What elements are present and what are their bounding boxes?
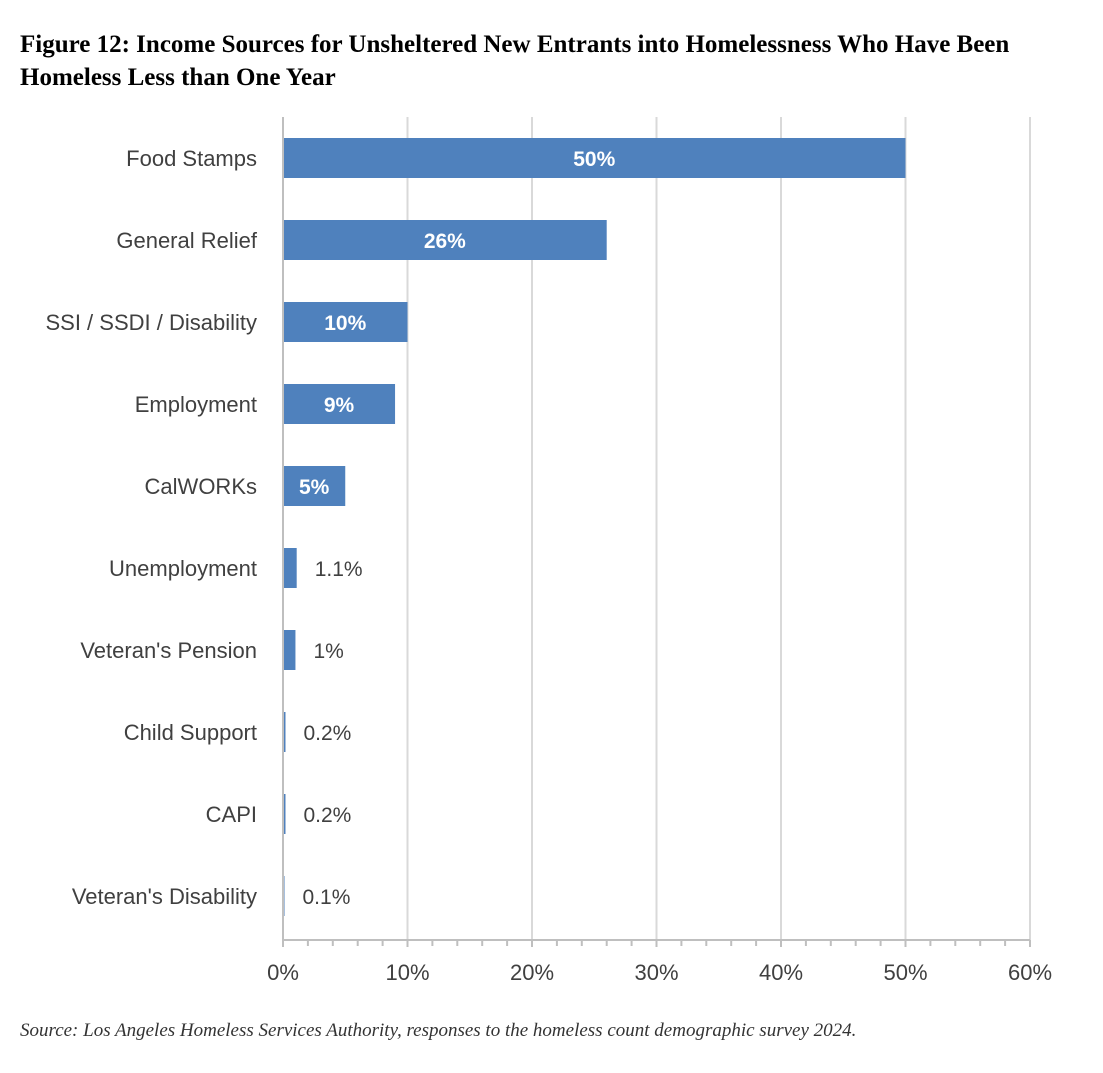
data-label: 10% — [324, 312, 366, 335]
x-tick-label: 20% — [510, 960, 554, 985]
data-label: 1% — [313, 640, 343, 663]
category-label: Unemployment — [109, 556, 257, 581]
x-tick-label: 60% — [1008, 960, 1052, 985]
bar — [283, 712, 286, 752]
x-tick-label: 10% — [385, 960, 429, 985]
x-tick-label: 30% — [634, 960, 678, 985]
x-tick-label: 40% — [759, 960, 803, 985]
category-label: CalWORKs — [145, 474, 257, 499]
data-label: 9% — [324, 394, 355, 417]
category-label: Employment — [135, 392, 257, 417]
bar — [283, 384, 396, 424]
data-label: 50% — [573, 148, 615, 171]
category-label: Veteran's Disability — [72, 884, 257, 909]
category-label: Veteran's Pension — [80, 638, 257, 663]
category-label: Child Support — [124, 720, 257, 745]
figure-title: Figure 12: Income Sources for Unsheltere… — [20, 31, 1010, 91]
category-label: CAPI — [206, 802, 257, 827]
data-label: 0.2% — [303, 804, 351, 827]
x-tick-label: 50% — [883, 960, 927, 985]
category-label: SSI / SSDI / Disability — [45, 310, 257, 335]
bar — [283, 630, 296, 670]
bar — [283, 302, 408, 342]
data-label: 26% — [424, 230, 466, 253]
bar — [283, 466, 346, 506]
source-note: Source: Los Angeles Homeless Services Au… — [20, 1020, 857, 1041]
bar — [283, 220, 607, 260]
x-axis: 0% 10% 20% 30% 40% 50% 60% — [267, 117, 1052, 985]
data-label: 0.1% — [303, 886, 351, 909]
data-label: 1.1% — [315, 558, 363, 581]
bar — [283, 794, 286, 834]
data-label: 0.2% — [303, 722, 351, 745]
bar — [283, 138, 906, 178]
category-label: Food Stamps — [126, 146, 257, 171]
category-label: General Relief — [116, 228, 258, 253]
data-label: 5% — [299, 476, 330, 499]
x-tick-label: 0% — [267, 960, 299, 985]
bar — [283, 548, 297, 588]
bars — [283, 138, 906, 916]
labels: Food Stamps 50% General Relief 26% SSI / SSD… — [45, 146, 615, 909]
